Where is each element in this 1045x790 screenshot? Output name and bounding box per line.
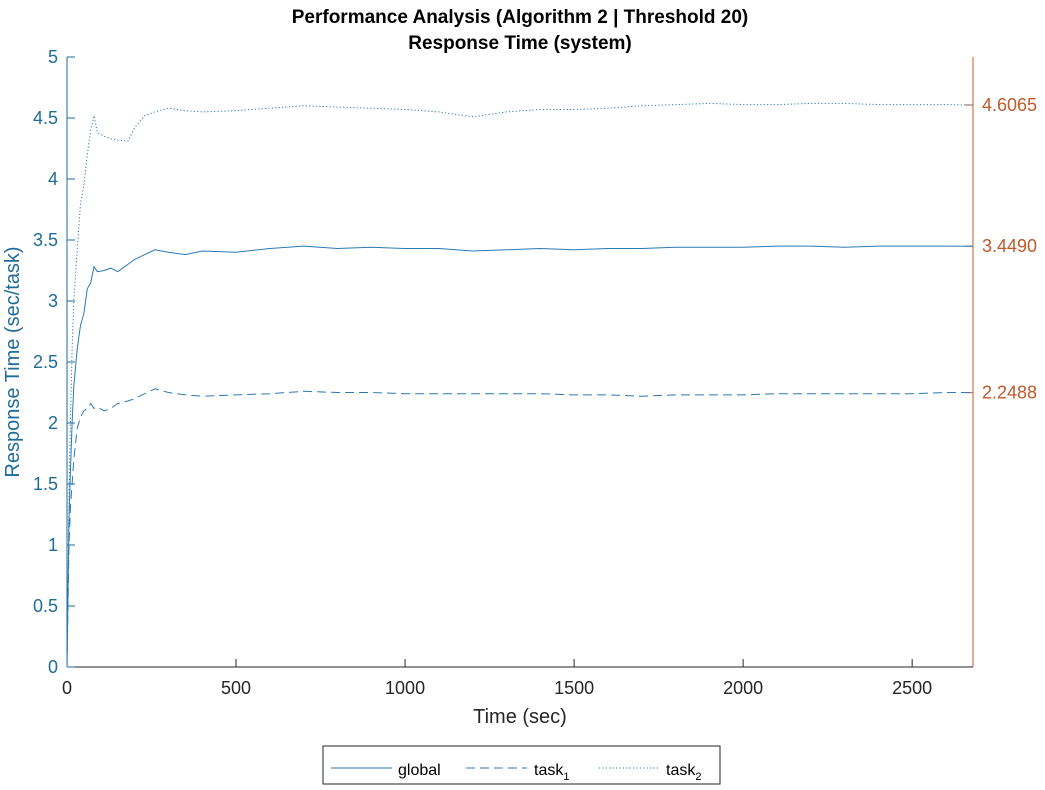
- right-tick-label: 2.2488: [982, 383, 1037, 403]
- legend-label-task-1: task1: [534, 762, 569, 783]
- x-tick-label: 2500: [892, 678, 932, 698]
- y-tick-label: 2.5: [33, 352, 58, 372]
- chart-subtitle: Response Time (system): [408, 33, 632, 54]
- x-tick-label: 2000: [723, 678, 763, 698]
- y-axis-label: Response Time (sec/task): [2, 246, 24, 477]
- y-tick-label: 4: [48, 169, 58, 189]
- x-axis-label: Time (sec): [473, 706, 567, 728]
- series-line-global: [66, 245, 974, 668]
- x-tick-label: 1000: [385, 678, 425, 698]
- y-tick-label: 1: [48, 535, 58, 555]
- x-tick-label: 0: [62, 678, 72, 698]
- legend-label-global: global: [398, 762, 441, 779]
- legend-box: [322, 745, 721, 785]
- y-tick-label: 3: [48, 291, 58, 311]
- y-tick-label: 1.5: [33, 474, 58, 494]
- y-tick-label: 2: [48, 413, 58, 433]
- chart-title-group: Performance Analysis (Algorithm 2 | Thre…: [292, 7, 749, 54]
- y-tick-label: 0: [48, 657, 58, 677]
- y-tick-label: 0.5: [33, 596, 58, 616]
- x-tick-label: 500: [221, 678, 251, 698]
- series-line-task-2: [66, 102, 974, 668]
- series-line-task-1: [66, 388, 974, 668]
- legend-label-task-2: task2: [666, 762, 701, 783]
- axes: 0 0.5 1 1.5 2 2.5 3 3.5 4 4.5 5 0 500 1000 1500 2000 250…: [33, 47, 1037, 698]
- right-tick-label: 3.4490: [982, 236, 1037, 256]
- x-tick-label: 1500: [554, 678, 594, 698]
- y-tick-label: 5: [48, 47, 58, 67]
- axis-labels: Time (sec) Response Time (sec/task): [2, 246, 567, 728]
- chart-title: Performance Analysis (Algorithm 2 | Thre…: [292, 7, 749, 28]
- y-tick-label: 3.5: [33, 230, 58, 250]
- legend: global task1 task2: [322, 745, 721, 785]
- y-tick-label: 4.5: [33, 108, 58, 128]
- plot-series: [66, 102, 974, 668]
- right-tick-label: 4.6065: [982, 95, 1037, 115]
